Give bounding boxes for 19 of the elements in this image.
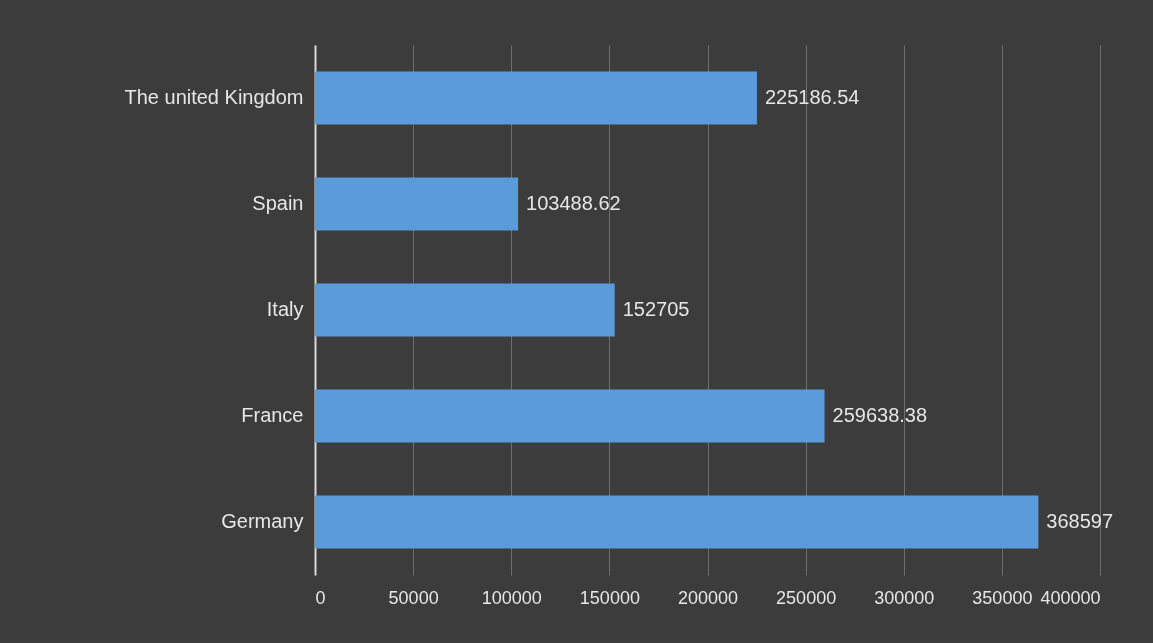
x-tick-label: 100000 <box>481 587 542 608</box>
data-label: 152705 <box>622 298 690 320</box>
x-tick-label: 0 <box>315 587 326 608</box>
y-tick-label: Spain <box>252 192 304 214</box>
data-label: 225186.54 <box>764 86 860 108</box>
y-tick-label: France <box>241 404 304 426</box>
data-label: 259638.38 <box>832 404 928 426</box>
x-tick-label: 300000 <box>874 587 935 608</box>
data-label: 103488.62 <box>526 192 621 214</box>
x-tick-label: 50000 <box>388 587 439 608</box>
x-tick-label: 250000 <box>776 587 837 608</box>
x-tick-label: 200000 <box>677 587 739 608</box>
y-tick-label: Italy <box>266 298 304 320</box>
x-tick-label: 400000 <box>1040 587 1101 608</box>
data-label: 368597 <box>1046 510 1114 532</box>
x-tick-label: 350000 <box>972 587 1033 608</box>
x-tick-label: 150000 <box>579 587 640 608</box>
y-tick-label: The united Kingdom <box>124 86 304 108</box>
y-tick-label: Germany <box>221 510 304 532</box>
